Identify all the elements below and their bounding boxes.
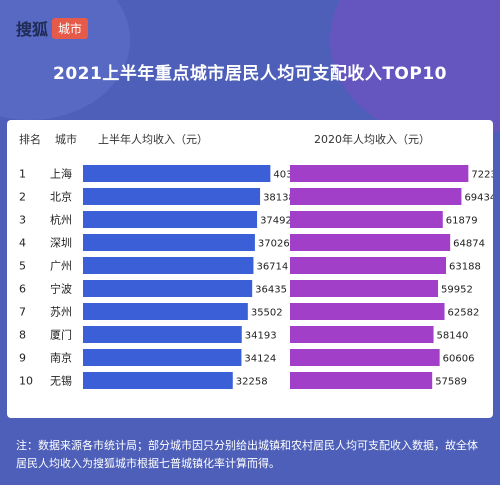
- value-label-2020: 69434: [464, 193, 493, 204]
- value-label-2020: 59952: [441, 285, 473, 296]
- value-label-h1: 38138: [263, 193, 295, 204]
- city-label: 上海: [50, 167, 72, 181]
- value-label-h1: 34124: [244, 354, 276, 365]
- value-label-2020: 61879: [446, 216, 478, 227]
- city-label: 厦门: [50, 328, 72, 342]
- header-h1: 上半年人均收入（元）: [98, 132, 208, 146]
- city-label: 苏州: [50, 306, 72, 319]
- bar-2020: [290, 326, 434, 343]
- bar-h1-2021: [83, 349, 242, 366]
- header-rank: 排名: [19, 132, 41, 146]
- bar-h1-2021: [83, 211, 258, 228]
- value-label-h1: 36435: [255, 285, 287, 296]
- rank-label: 7: [19, 306, 26, 319]
- value-label-2020: 72232: [471, 170, 493, 181]
- city-label: 南京: [50, 351, 72, 365]
- footnote: 注：数据来源各市统计局；部分城市因只分别给出城镇和农村居民人均可支配收入数据，故…: [16, 439, 478, 470]
- bar-2020: [290, 234, 451, 251]
- value-label-h1: 40357: [273, 170, 305, 181]
- value-label-h1: 37026: [258, 239, 290, 250]
- bar-h1-2021: [83, 326, 242, 343]
- bar-2020: [290, 165, 469, 182]
- brand-tag: 城市: [52, 17, 89, 39]
- rank-label: 9: [19, 352, 26, 365]
- value-label-2020: 58140: [437, 331, 469, 342]
- bar-h1-2021: [83, 372, 233, 389]
- value-label-h1: 35502: [251, 308, 283, 319]
- header-2020: 2020年人均收入（元）: [314, 132, 430, 146]
- value-label-2020: 62582: [448, 308, 480, 319]
- bar-2020: [290, 188, 462, 205]
- value-label-2020: 63188: [449, 262, 481, 273]
- city-label: 深圳: [50, 237, 72, 250]
- bar-2020: [290, 303, 445, 320]
- rank-label: 3: [19, 214, 26, 227]
- bar-2020: [290, 372, 433, 389]
- rank-label: 1: [19, 168, 26, 181]
- rank-label: 6: [19, 283, 26, 296]
- bar-h1-2021: [83, 188, 261, 205]
- rank-label: 4: [19, 237, 26, 250]
- bar-h1-2021: [83, 234, 255, 251]
- bar-2020: [290, 211, 443, 228]
- value-label-h1: 37492: [260, 216, 292, 227]
- value-label-2020: 64874: [453, 239, 485, 250]
- bar-2020: [290, 349, 440, 366]
- city-label: 无锡: [50, 374, 72, 388]
- city-label: 宁波: [50, 282, 72, 296]
- rank-label: 2: [19, 191, 26, 204]
- rank-label: 10: [19, 375, 33, 388]
- city-label: 杭州: [50, 213, 72, 227]
- bar-h1-2021: [83, 165, 271, 182]
- value-label-2020: 57589: [435, 377, 467, 388]
- rank-label: 5: [19, 260, 26, 273]
- rank-label: 8: [19, 329, 26, 342]
- brand-logo: 搜狐 城市: [16, 16, 89, 40]
- value-label-2020: 60606: [443, 354, 475, 365]
- value-label-h1: 32258: [236, 377, 268, 388]
- header-city: 城市: [55, 132, 77, 146]
- bar-h1-2021: [83, 257, 254, 274]
- value-label-h1: 36714: [256, 262, 288, 273]
- chart-title: 2021上半年重点城市居民人均可支配收入TOP10: [53, 64, 447, 84]
- value-label-h1: 34193: [245, 331, 277, 342]
- city-label: 北京: [50, 190, 72, 204]
- bar-h1-2021: [83, 280, 253, 297]
- brand-name: 搜狐: [16, 20, 49, 39]
- bar-2020: [290, 280, 439, 297]
- bar-h1-2021: [83, 303, 248, 320]
- city-label: 广州: [50, 260, 72, 273]
- bar-2020: [290, 257, 447, 274]
